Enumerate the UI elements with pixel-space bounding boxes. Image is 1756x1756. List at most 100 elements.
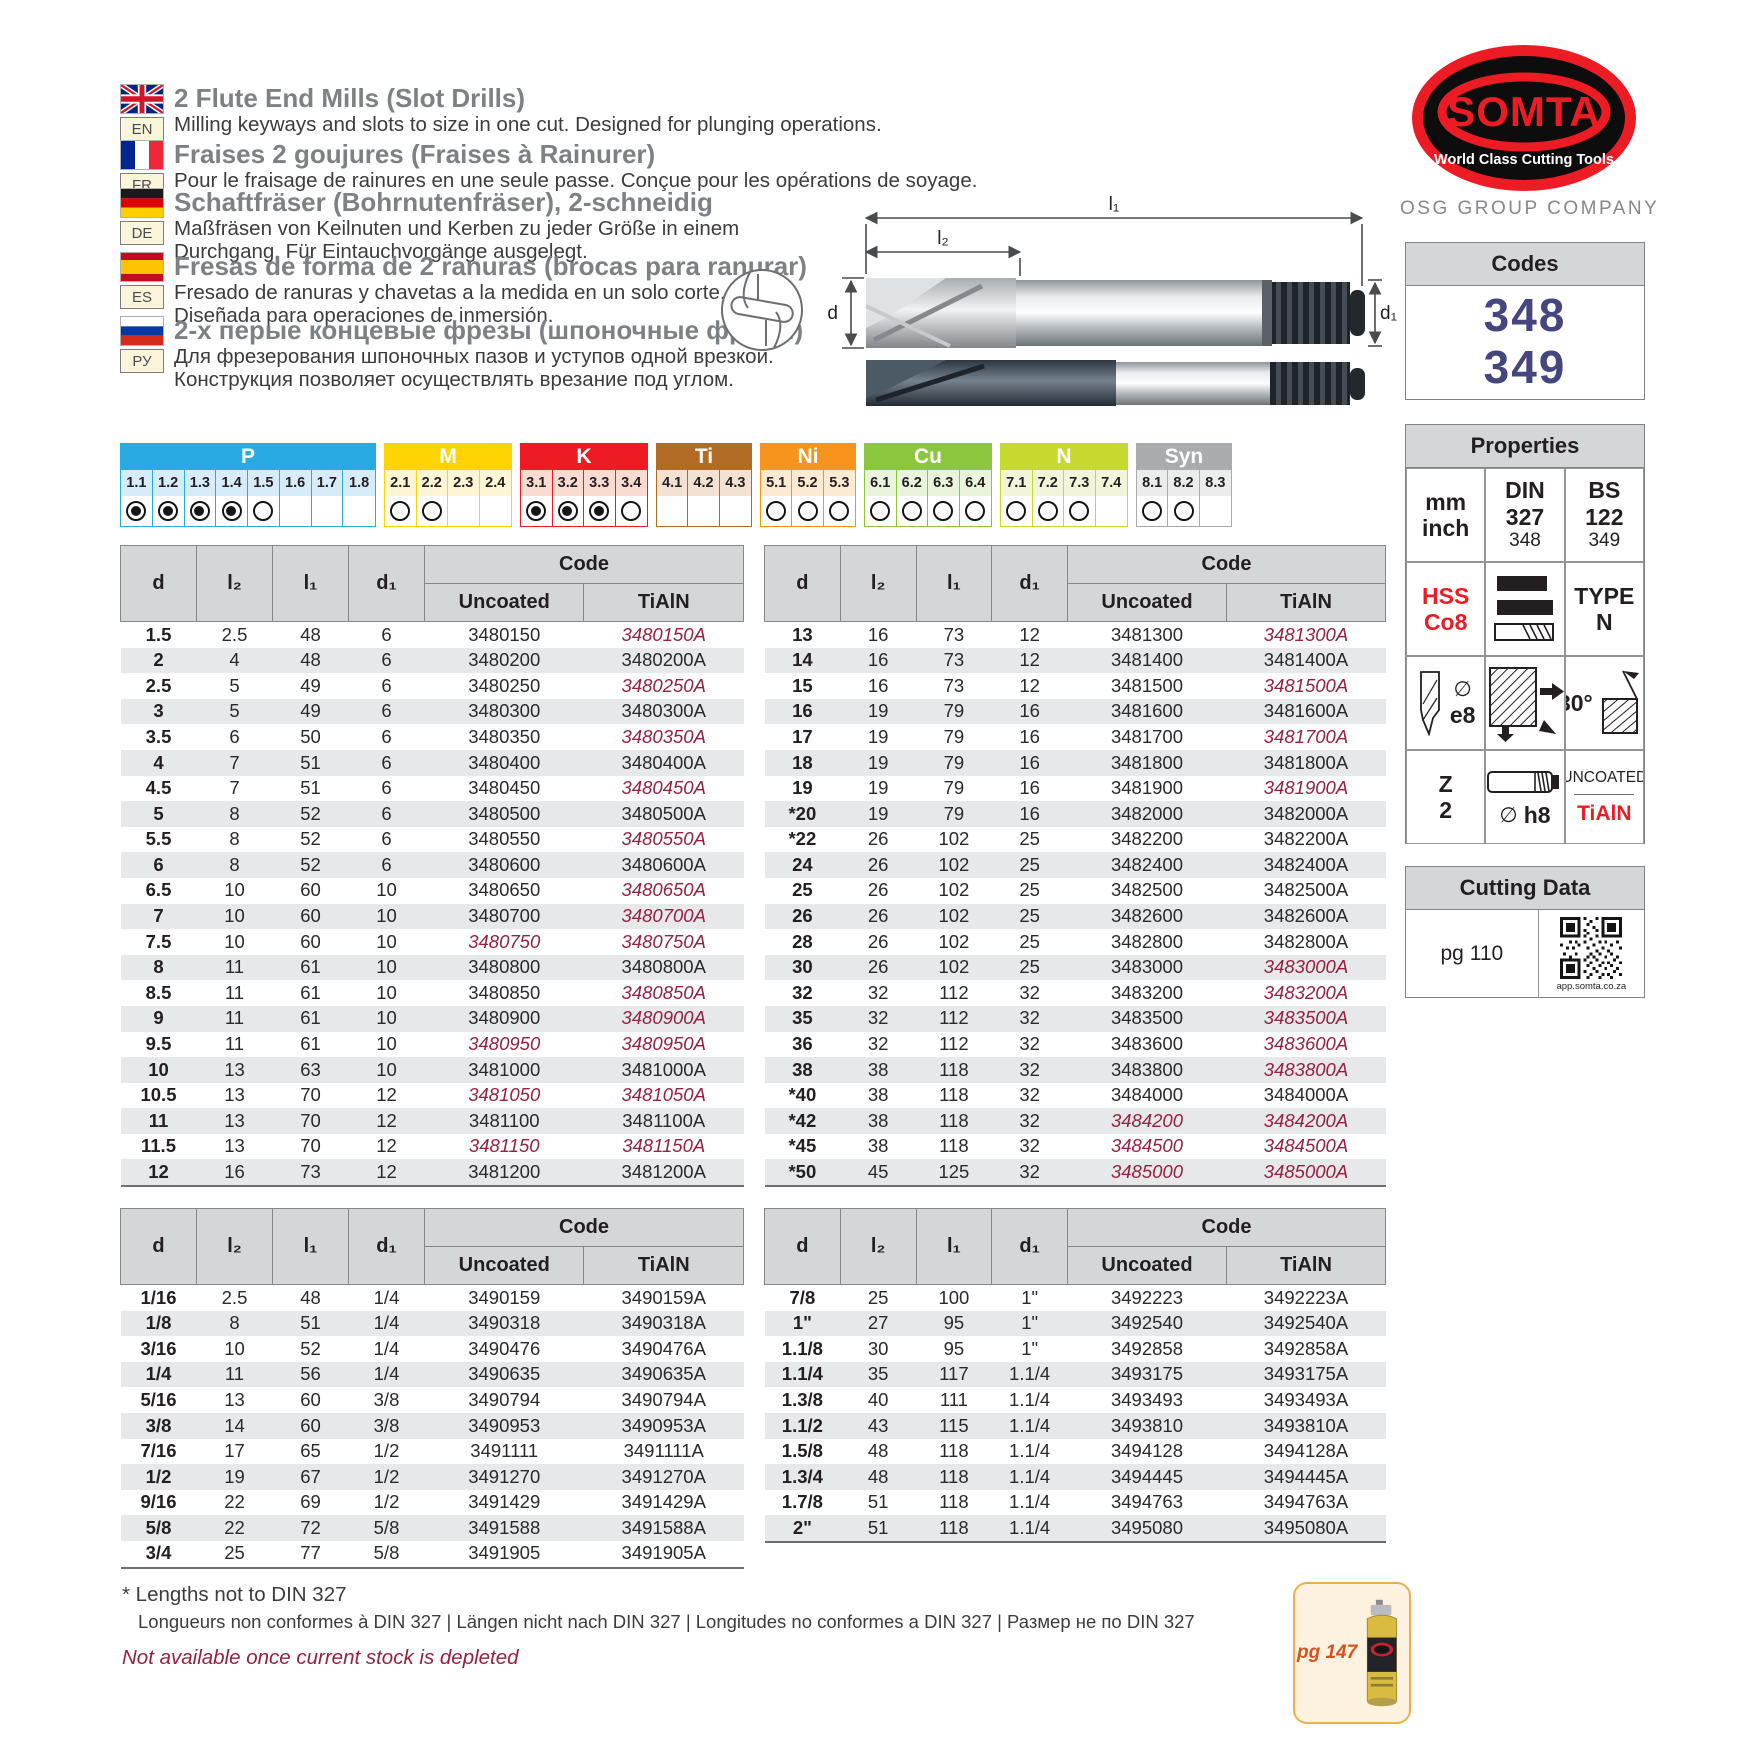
spec-table: d l₂ l₁ d₁ Code Uncoated TiAlN 1/16 2.5 48 1/4 3490… [120, 1208, 744, 1569]
prop-milling-directions [1485, 656, 1565, 750]
cell-code-uncoated: 3491111 [470, 1440, 539, 1462]
material-grade-label: 1.6 [279, 470, 312, 496]
cell-l1: 73 [943, 674, 965, 696]
table-row: 32 32 112 32 3483200 3483200A [765, 980, 1386, 1006]
cell-l1: 111 [939, 1388, 968, 1410]
col-header-code: Code [424, 545, 744, 584]
material-grade-label: 2.1 [385, 470, 417, 496]
material-suitability-cell [584, 496, 616, 526]
product-description: Maßfräsen von Keilnuten und Kerben zu je… [174, 216, 740, 240]
cell-l1: 95 [943, 1337, 965, 1359]
table-row: 3.5 6 50 6 3480350 3480350A [121, 724, 744, 750]
cell-d1: 5/8 [373, 1516, 400, 1538]
table-row: 5/8 22 72 5/8 3491588 3491588A [120, 1515, 744, 1541]
cell-d: 3/16 [140, 1337, 177, 1359]
material-grade-label: 6.2 [896, 470, 928, 496]
cell-l1: 118 [939, 1109, 969, 1131]
material-class-header: K [520, 443, 648, 470]
cell-d1: 3/8 [373, 1388, 400, 1410]
spec-table-inch-left: d l₂ l₁ d₁ Code Uncoated TiAlN 1/16 2.5 48 1/4 3490… [120, 1208, 744, 1569]
cell-l2: 11 [224, 1007, 245, 1029]
cell-l1: 118 [939, 1440, 969, 1462]
cell-code-tialn: 3493810A [1263, 1414, 1349, 1436]
cell-l1: 73 [943, 623, 965, 645]
cell-code-tialn: 3494445A [1263, 1465, 1349, 1487]
cell-code-tialn: 3480500A [621, 802, 706, 824]
cell-code-uncoated: 3483600 [1110, 1033, 1183, 1055]
cell-code-tialn: 3481700A [1263, 725, 1349, 747]
cell-l1: 79 [943, 725, 965, 747]
endmill-front-view [721, 269, 803, 351]
material-suitability-cell [928, 496, 960, 526]
cell-code-uncoated: 3481100 [468, 1109, 540, 1131]
cell-d1: 10 [376, 1058, 397, 1080]
cell-code-uncoated: 3483500 [1110, 1007, 1183, 1029]
cell-l1: 102 [938, 853, 970, 875]
material-suitability-cell [1032, 496, 1064, 526]
table-row: 9/16 22 69 1/2 3491429 3491429A [121, 1490, 744, 1516]
material-suitability-cell [1064, 496, 1096, 526]
properties-box: Properties mm inch DIN 327 348 BS 122 34… [1405, 424, 1645, 844]
cell-code-tialn: 3482600A [1263, 905, 1349, 927]
cell-l1: 79 [943, 751, 965, 773]
cell-code-uncoated: 3491270 [468, 1465, 541, 1487]
endmill-photo-coated [866, 360, 1365, 406]
cell-l1: 69 [300, 1491, 321, 1513]
cell-code-uncoated: 3480600 [468, 853, 541, 875]
cell-d: 38 [792, 1058, 813, 1080]
cell-code-tialn: 3483200A [1263, 981, 1349, 1003]
material-grade-label: 1.4 [216, 470, 248, 496]
language-block-es: ES Fresas de forma de 2 ranuras (brocas p… [120, 252, 807, 327]
table-row: 1.1/8 30 95 1" 3492858 3492858A [765, 1336, 1386, 1362]
cell-l2: 10 [224, 879, 245, 901]
cell-code-uncoated: 3493810 [1110, 1414, 1183, 1436]
related-page-ref: pg 147 [1297, 1642, 1358, 1663]
cell-l2: 40 [867, 1388, 889, 1410]
cell-l2: 19 [867, 751, 889, 773]
cell-d: 3.5 [145, 725, 172, 747]
cell-d1: 32 [1019, 1135, 1040, 1157]
cell-code-uncoated: 3480400 [468, 751, 541, 773]
material-grade-label: 7.1 [1001, 470, 1033, 496]
material-grade-label: 4.1 [657, 470, 689, 496]
material-suitability-cell [121, 496, 153, 526]
cell-d1: 25 [1019, 853, 1040, 875]
col-header-code: Code [1067, 1208, 1386, 1247]
col-header-code: Code [1067, 545, 1386, 584]
material-class-header: Ti [656, 443, 752, 470]
divider [1574, 793, 1635, 795]
material-class-header: Syn [1136, 443, 1232, 470]
cell-d: 8.5 [145, 981, 172, 1003]
material-grade-label: 1.3 [184, 470, 217, 496]
material-suitability-cell [1199, 496, 1231, 526]
cell-code-tialn: 3481500A [1263, 674, 1349, 696]
cell-code-uncoated: 3491429 [468, 1491, 541, 1513]
cell-d: 30 [792, 956, 813, 978]
table-row: 2 4 48 6 3480200 3480200A [120, 647, 744, 674]
cell-d1: 10 [376, 905, 397, 927]
cell-d1: 1.1/4 [991, 1515, 1068, 1543]
cell-l1: 102 [938, 956, 970, 978]
language-code: EN [120, 117, 164, 141]
cell-code-uncoated: 3481500 [1110, 674, 1183, 696]
cell-code-uncoated: 3493493 [1110, 1388, 1183, 1410]
cell-d1: 16 [1019, 751, 1040, 773]
cell-code-uncoated: 3481900 [1110, 777, 1183, 799]
material-co8: Co8 [1423, 609, 1468, 635]
cell-d: 36 [792, 1033, 813, 1055]
helix-angle-value: 30° [1566, 689, 1593, 716]
product-title: Fresas de forma de 2 ranuras (brocas par… [174, 251, 807, 281]
dim-label-d: d [827, 303, 838, 324]
cell-l1: 61 [300, 1033, 321, 1055]
spec-table: d l₂ l₁ d₁ Code Uncoated TiAlN 13 16 73 12 3481300 3… [764, 545, 1387, 1188]
cell-d1: 1" [1021, 1337, 1039, 1359]
material-section-cu: Cu 6.1 6.2 6.3 6.4 [864, 443, 992, 527]
language-block-fr: FR Fraises 2 goujures (Fraises à Rainurer… [120, 140, 977, 197]
product-title: Schaftfräser (Bohrnutenfräser), 2-schnei… [174, 187, 713, 217]
material-class-header: N [1000, 443, 1128, 470]
properties-title: Properties [1406, 425, 1644, 468]
cell-code-tialn: 3490794A [621, 1388, 706, 1410]
cell-d1: 6 [381, 649, 392, 671]
material-suitability-cell [719, 496, 751, 526]
cell-d1: 32 [1019, 1033, 1040, 1055]
